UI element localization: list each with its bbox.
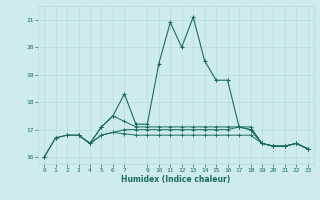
X-axis label: Humidex (Indice chaleur): Humidex (Indice chaleur): [121, 175, 231, 184]
